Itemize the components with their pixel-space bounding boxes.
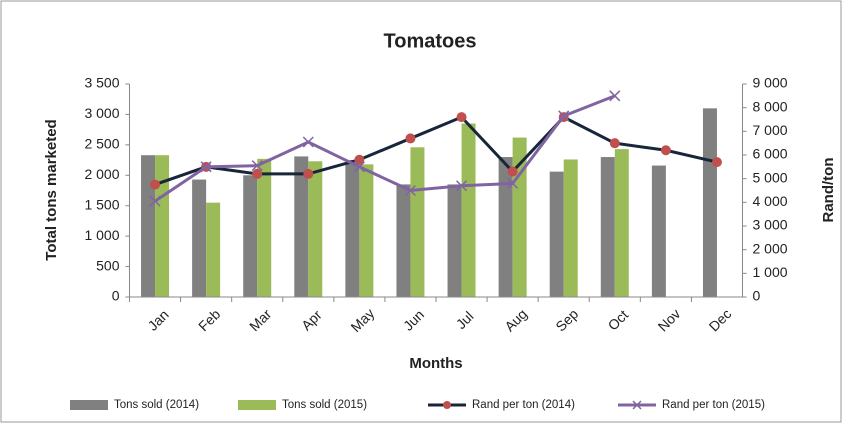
- line-marker: [609, 138, 620, 149]
- legend-swatch: [70, 400, 108, 410]
- line-marker: [252, 168, 263, 179]
- bar: [294, 156, 309, 297]
- line-marker: [660, 145, 671, 156]
- line: [154, 115, 718, 186]
- bar: [549, 171, 564, 297]
- bar: [447, 184, 462, 297]
- y2-tick-label: 8 000: [753, 98, 788, 114]
- line-marker: [456, 180, 468, 192]
- line-marker: [150, 179, 161, 190]
- y2-tick-label: 7 000: [753, 122, 788, 138]
- y2-tick-label: 6 000: [753, 146, 788, 162]
- bar: [155, 155, 170, 297]
- bar: [308, 161, 323, 297]
- y2-tick-label: 0: [753, 288, 761, 304]
- bar: [141, 155, 156, 297]
- legend-label: Tons sold (2014): [114, 399, 199, 411]
- bar: [359, 164, 374, 297]
- y-tick-label: 3 500: [84, 75, 119, 91]
- y-tick-label: 2 500: [84, 136, 119, 152]
- legend-label: Rand per ton (2014): [472, 399, 575, 411]
- line-marker: [456, 112, 467, 123]
- line-marker: [609, 90, 621, 102]
- legend-marker: [443, 401, 451, 409]
- bar: [651, 165, 666, 297]
- line-marker: [251, 160, 263, 172]
- line-marker: [353, 161, 365, 173]
- y-tick-label: 0: [112, 288, 120, 304]
- bar: [614, 149, 629, 297]
- line-marker: [354, 154, 365, 165]
- y-tick-label: 1 000: [84, 227, 119, 243]
- line-marker: [558, 110, 570, 122]
- bar: [345, 160, 360, 297]
- y2-tick-label: 1 000: [753, 264, 788, 280]
- y2-tick-label: 5 000: [753, 169, 788, 185]
- line-marker: [507, 166, 518, 177]
- y-axis-title: Total tons marketed: [43, 119, 60, 260]
- bar: [192, 179, 207, 297]
- y-tick-label: 2 000: [84, 166, 119, 182]
- chart-title: Tomatoes: [384, 30, 477, 52]
- y2-tick-label: 4 000: [753, 193, 788, 209]
- y2-tick-label: 9 000: [753, 75, 788, 91]
- legend-marker: [632, 400, 642, 410]
- bar: [410, 147, 425, 297]
- line-marker: [302, 136, 314, 148]
- bar: [206, 202, 221, 297]
- y2-tick-label: 3 000: [753, 217, 788, 233]
- bar: [257, 158, 272, 297]
- line-marker: [711, 157, 722, 168]
- bar: [702, 108, 717, 297]
- y-tick-label: 1 500: [84, 196, 119, 212]
- line-marker: [405, 133, 416, 144]
- bar: [600, 157, 615, 297]
- line-marker: [507, 177, 519, 189]
- line-marker: [303, 168, 314, 179]
- legend-label: Tons sold (2015): [282, 399, 367, 411]
- bar: [498, 157, 513, 297]
- legend-swatch: [238, 400, 276, 410]
- x-axis-title: Months: [409, 355, 462, 372]
- line-marker: [404, 184, 416, 197]
- legend-label: Rand per ton (2015): [662, 399, 765, 411]
- bar: [512, 137, 527, 297]
- y-tick-label: 3 000: [84, 105, 119, 121]
- bar: [396, 184, 411, 297]
- y2-axis-title: Rand/ton: [820, 158, 837, 223]
- bar: [461, 123, 476, 297]
- bar: [243, 175, 258, 297]
- line-marker: [200, 161, 212, 173]
- line-marker: [149, 195, 161, 207]
- bar: [563, 159, 578, 297]
- y-tick-label: 500: [96, 257, 120, 273]
- line: [154, 94, 616, 203]
- y2-tick-label: 2 000: [753, 240, 788, 256]
